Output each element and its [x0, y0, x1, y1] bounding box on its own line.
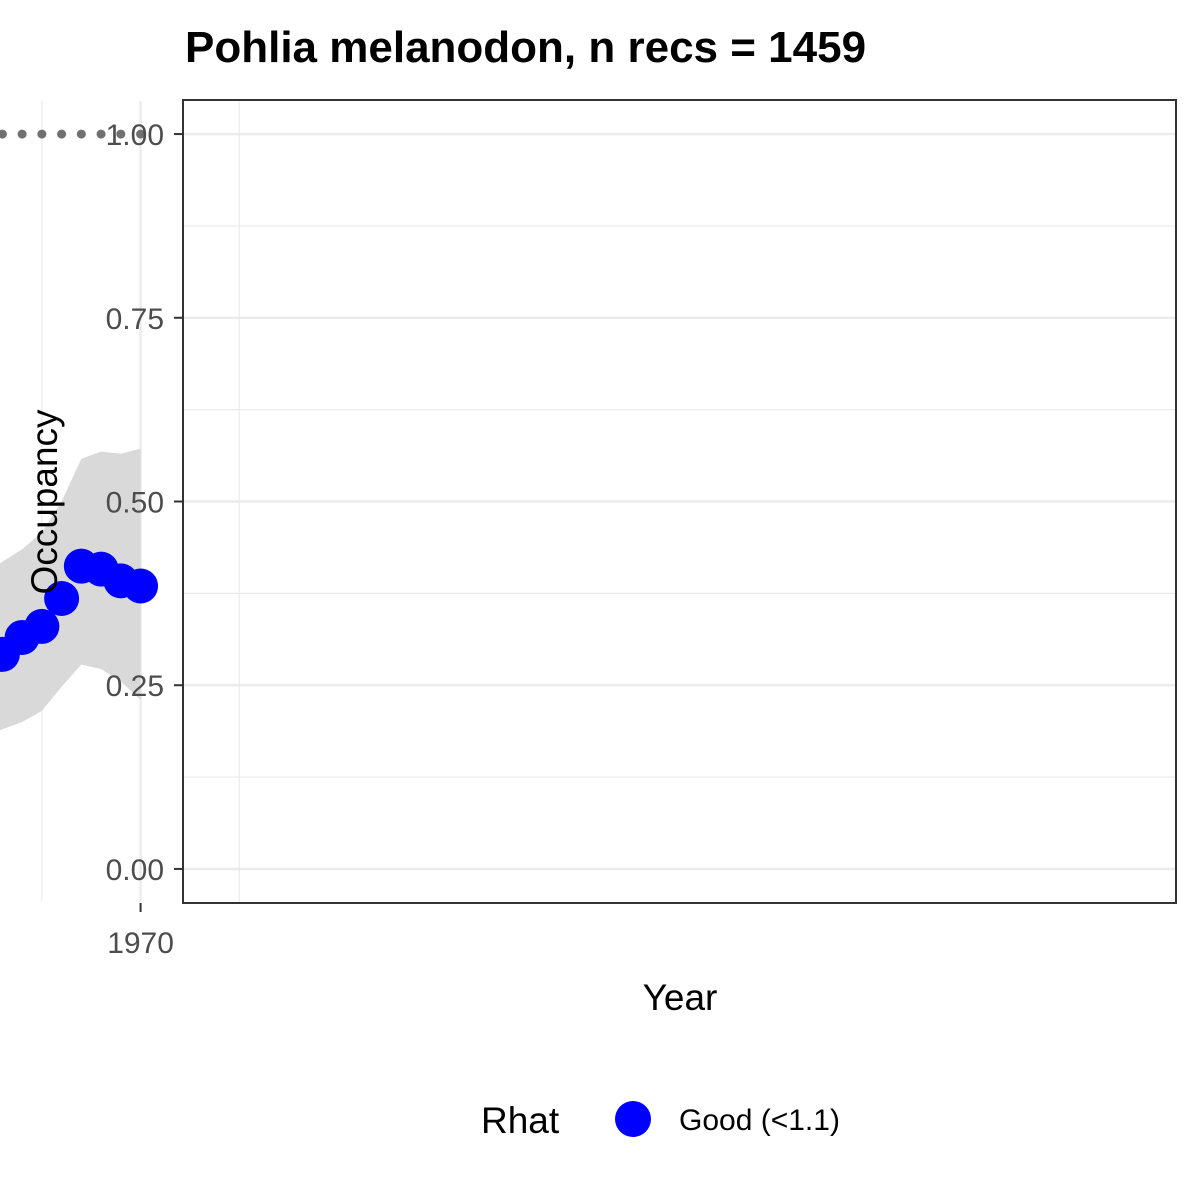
reference-dots-layer	[0, 129, 146, 139]
reference-dot	[136, 129, 146, 139]
reference-dot	[96, 129, 106, 139]
grid-minor	[41, 101, 1175, 902]
legend: Rhat Good (<1.1)	[481, 1100, 840, 1141]
reference-dot	[17, 129, 27, 139]
legend-label-good: Good (<1.1)	[679, 1104, 840, 1137]
x-axis: 19701980199020002010	[107, 903, 174, 960]
y-tick-label: 0.00	[106, 854, 164, 887]
reference-dot	[116, 129, 126, 139]
chart-title: Pohlia melanodon, n recs = 1459	[185, 23, 866, 72]
occupancy-point	[0, 636, 20, 672]
occupancy-point	[44, 581, 80, 617]
x-tick-label: 1970	[107, 927, 174, 960]
reference-dot	[0, 129, 7, 139]
reference-dot	[76, 129, 86, 139]
y-tick-label: 0.25	[106, 670, 164, 703]
y-tick-label: 0.50	[106, 487, 164, 520]
legend-key-dot	[615, 1101, 651, 1137]
y-tick-label: 1.00	[106, 119, 164, 152]
occupancy-point	[63, 548, 99, 584]
occupancy-points-layer	[0, 548, 159, 672]
y-axis-title: Occupancy	[24, 409, 65, 595]
y-tick-label: 0.75	[106, 303, 164, 336]
x-axis-title: Year	[643, 977, 718, 1018]
reference-dot	[57, 129, 67, 139]
reference-dot	[37, 129, 47, 139]
y-axis: 0.00 0.25 0.50 0.75 1.00	[106, 119, 183, 887]
legend-title: Rhat	[481, 1100, 560, 1141]
